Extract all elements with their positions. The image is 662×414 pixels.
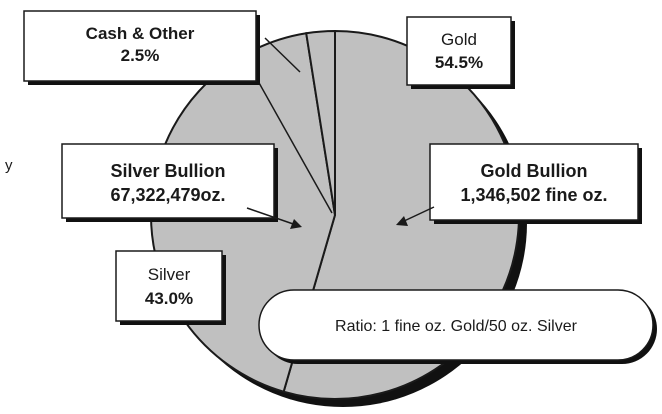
cash-leader-line-2 (264, 37, 301, 73)
cash-label-box: Cash & Other 2.5% (23, 10, 260, 85)
ratio-callout: Ratio: 1 fine oz. Gold/50 oz. Silver (258, 289, 657, 364)
silver-bullion-title: Silver Bullion (110, 161, 225, 181)
slice-cash-other (305, 29, 336, 216)
silver-label-name: Silver (148, 265, 191, 284)
edge-text-fragment: y (5, 157, 13, 174)
gold-bullion-title: Gold Bullion (481, 161, 588, 181)
gold-label-box: Gold 54.5% (406, 16, 515, 89)
gold-label-name: Gold (441, 30, 477, 49)
gold-label-pct: 54.5% (435, 53, 483, 72)
gold-bullion-amount: 1,346,502 fine oz. (460, 185, 607, 205)
silver-bullion-arrowhead (290, 219, 302, 229)
gold-bullion-arrowhead (396, 216, 408, 226)
silver-bullion-box: Silver Bullion 67,322,479oz. (61, 143, 278, 222)
silver-label-pct: 43.0% (145, 289, 193, 308)
gold-bullion-arrow (401, 206, 435, 223)
gold-bullion-box: Gold Bullion 1,346,502 fine oz. (429, 143, 642, 224)
cash-label-name: Cash & Other (86, 24, 195, 43)
silver-label-box: Silver 43.0% (115, 250, 226, 325)
ratio-text: Ratio: 1 fine oz. Gold/50 oz. Silver (335, 318, 578, 335)
silver-bullion-arrow (246, 207, 300, 227)
silver-bullion-amount: 67,322,479oz. (110, 185, 225, 205)
cash-label-pct: 2.5% (121, 46, 160, 65)
